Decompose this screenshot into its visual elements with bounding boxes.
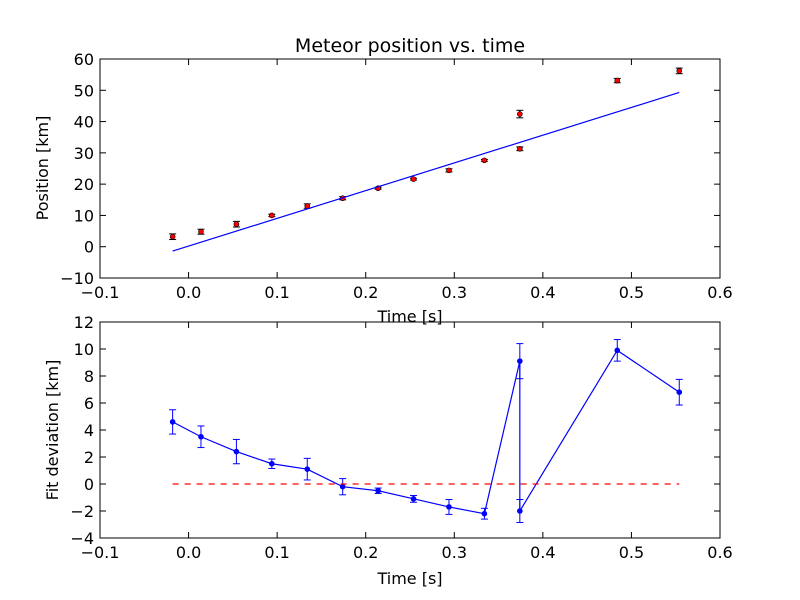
deviation-data-point <box>233 448 240 455</box>
deviation-data-point <box>304 466 311 472</box>
deviation-deviation-line <box>172 349 680 515</box>
deviation-xtick-label: 0.5 <box>619 543 644 562</box>
deviation-data-point <box>481 510 488 517</box>
deviation-data-point <box>169 419 176 425</box>
deviation-xtick-label: −0.1 <box>81 543 120 562</box>
position-chart-data <box>169 67 683 252</box>
position-ytick-label: 40 <box>74 113 94 132</box>
position-data-point <box>614 77 621 84</box>
position-xtick-label: 0.3 <box>442 283 467 302</box>
deviation-data-point <box>614 347 621 354</box>
position-data-point <box>198 228 204 235</box>
deviation-data-point <box>339 483 346 490</box>
deviation-chart: −0.1 0.0 0.1 0.2 0.3 0.4 0.5 0.6 −4 −2 0 2 4 6 8 10 12 T… <box>43 313 733 588</box>
deviation-data-point <box>517 358 523 364</box>
position-xtick-label: −0.1 <box>81 283 120 302</box>
position-xtick-label: 0.2 <box>353 283 378 302</box>
deviation-ytick-label: 8 <box>84 367 94 386</box>
position-data-point <box>233 221 240 227</box>
deviation-chart-ylabel: Fit deviation [km] <box>43 360 62 501</box>
deviation-ytick-label: 0 <box>84 475 94 494</box>
deviation-xtick-label: 0.3 <box>442 543 467 562</box>
position-data-point <box>517 145 523 152</box>
position-xtick-label: 0.4 <box>530 283 555 302</box>
deviation-ytick-label: 10 <box>74 340 94 359</box>
position-chart-title: Meteor position vs. time <box>295 35 525 57</box>
deviation-data-point <box>517 508 523 514</box>
position-xtick-label: 0.1 <box>264 283 289 302</box>
position-ytick-label: 20 <box>74 175 94 194</box>
deviation-data-point <box>410 496 417 502</box>
position-ytick-label: 50 <box>74 81 94 100</box>
deviation-chart-data <box>169 339 683 523</box>
position-chart: Meteor position vs. time −0.1 0.0 0.1 0.2 0.… <box>33 35 733 326</box>
deviation-ytick-label: −2 <box>70 502 94 521</box>
position-data-point <box>169 233 176 240</box>
position-chart-ticks: −0.1 0.0 0.1 0.2 0.3 0.4 0.5 0.6 −10 0 10 20 30 40 50 6… <box>60 50 732 302</box>
position-data-point <box>269 212 275 219</box>
deviation-data-point <box>446 504 452 510</box>
deviation-chart-xlabel: Time [s] <box>376 569 442 588</box>
deviation-xtick-label: 0.0 <box>176 543 201 562</box>
position-data-point <box>676 68 683 74</box>
position-data-point <box>481 157 488 164</box>
deviation-ytick-label: 12 <box>74 313 94 332</box>
deviation-data-point <box>198 433 204 440</box>
position-data-point <box>410 176 417 182</box>
position-ytick-label: 10 <box>74 206 94 225</box>
deviation-ytick-label: 4 <box>84 421 94 440</box>
position-ytick-label: 60 <box>74 50 94 69</box>
deviation-ytick-label: 2 <box>84 448 94 467</box>
position-xtick-label: 0.0 <box>176 283 201 302</box>
position-fit-line <box>172 91 680 252</box>
position-xtick-label: 0.6 <box>707 283 732 302</box>
deviation-ytick-label: −4 <box>70 529 94 548</box>
position-data-point <box>517 111 523 117</box>
deviation-xtick-label: 0.6 <box>707 543 732 562</box>
position-data-point <box>446 167 452 174</box>
deviation-ytick-label: 6 <box>84 394 94 413</box>
position-chart-xlabel: Time [s] <box>376 307 442 326</box>
position-chart-ylabel: Position [km] <box>33 116 52 221</box>
position-ytick-label: −10 <box>60 269 94 288</box>
deviation-data-point <box>375 487 381 494</box>
deviation-data-point <box>676 389 683 396</box>
position-xtick-label: 0.5 <box>619 283 644 302</box>
deviation-chart-ticks: −0.1 0.0 0.1 0.2 0.3 0.4 0.5 0.6 −4 −2 0 2 4 6 8 10 12 <box>70 313 732 562</box>
position-ytick-label: 0 <box>84 238 94 257</box>
deviation-xtick-label: 0.1 <box>264 543 289 562</box>
position-chart-frame <box>99 58 721 279</box>
position-ytick-label: 30 <box>74 144 94 163</box>
deviation-data-point <box>269 460 275 467</box>
deviation-xtick-label: 0.2 <box>353 543 378 562</box>
deviation-xtick-label: 0.4 <box>530 543 555 562</box>
